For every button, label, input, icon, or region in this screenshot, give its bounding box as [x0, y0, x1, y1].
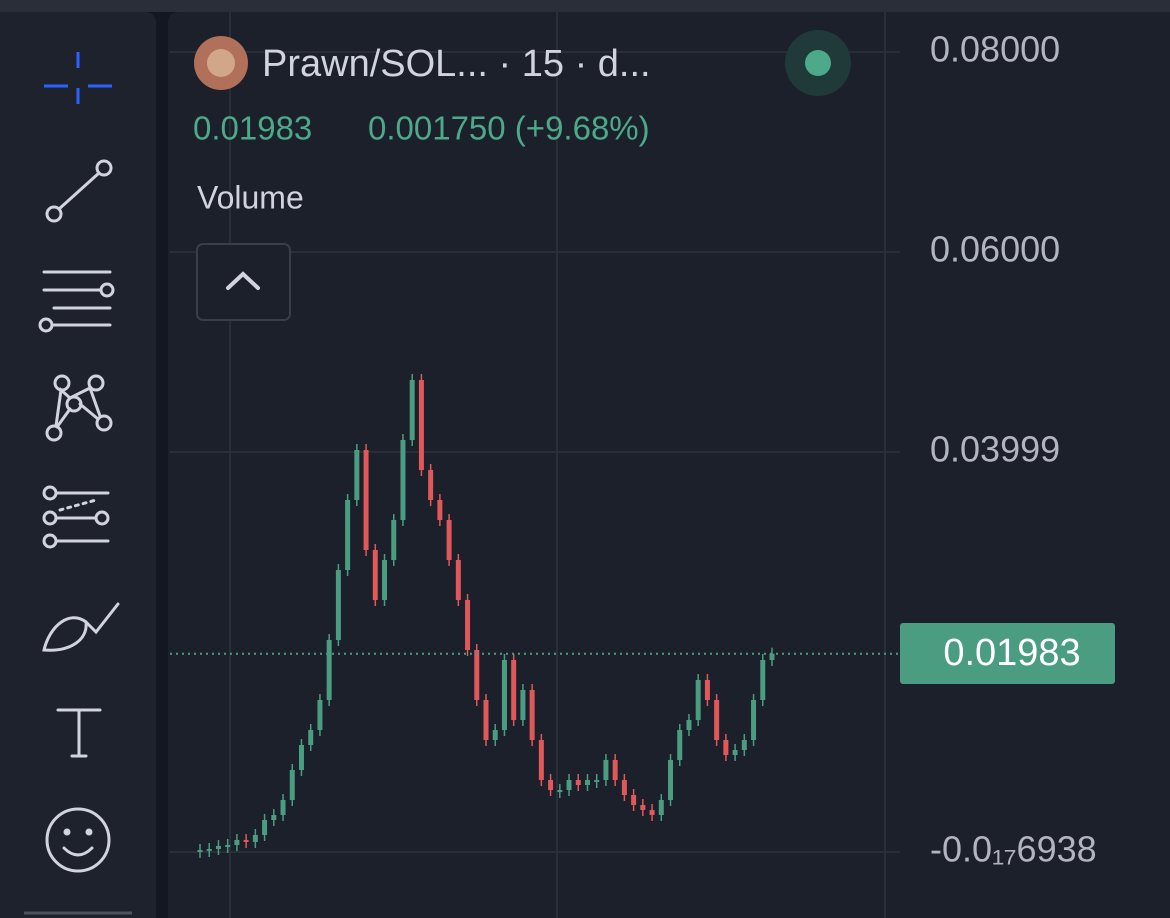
candle — [714, 700, 720, 740]
candle — [326, 640, 332, 700]
fib-tool[interactable] — [42, 485, 110, 549]
candle — [501, 660, 507, 730]
candle — [354, 450, 360, 500]
candle — [308, 730, 314, 745]
candle — [345, 500, 351, 570]
candle — [677, 730, 683, 760]
candle — [474, 650, 480, 700]
chevron-up — [226, 271, 260, 290]
candle — [704, 680, 710, 700]
top-strip — [0, 0, 1170, 12]
candle — [400, 440, 406, 520]
candle — [382, 560, 388, 600]
y-tick-label: -0.0₁₇6938 — [930, 829, 1097, 870]
candle — [594, 780, 600, 782]
plot — [170, 51, 900, 858]
crosshair-tool[interactable] — [44, 52, 112, 104]
candle — [603, 760, 609, 780]
candle — [566, 780, 572, 790]
y-tick-label: 0.03999 — [930, 429, 1060, 470]
candle — [612, 760, 618, 780]
trend-line-tool[interactable] — [45, 159, 113, 223]
candle — [649, 810, 655, 815]
candle — [418, 380, 424, 470]
candle — [492, 730, 498, 740]
candle — [760, 660, 766, 700]
candle — [732, 750, 738, 755]
candle — [769, 653, 775, 660]
price-change: 0.001750 (+9.68%) — [368, 110, 650, 147]
candle — [465, 600, 471, 650]
emoji-tool[interactable] — [45, 807, 111, 873]
candle — [197, 850, 203, 852]
pattern-tool[interactable] — [45, 374, 113, 442]
candle — [723, 740, 729, 755]
candle — [317, 700, 323, 730]
candle — [372, 550, 378, 600]
symbol-title[interactable]: Prawn/SOL... · 15 · d... — [262, 43, 651, 85]
avatar-detail — [207, 49, 235, 77]
collapse-button[interactable] — [196, 243, 291, 321]
candle — [262, 820, 268, 835]
last-price: 0.01983 — [193, 110, 312, 147]
brush-tool[interactable] — [42, 602, 120, 652]
candle — [557, 790, 563, 792]
text-tool[interactable] — [56, 708, 102, 758]
candle — [289, 770, 295, 800]
candle — [511, 660, 517, 720]
candle — [437, 500, 443, 520]
candle — [631, 795, 637, 805]
candle — [234, 840, 240, 845]
indicator-label: Volume — [197, 179, 304, 215]
price-tag — [900, 623, 1115, 684]
candle — [741, 740, 747, 750]
candle — [751, 700, 757, 740]
candle — [206, 849, 212, 851]
status-dot — [805, 50, 831, 76]
candle — [538, 740, 544, 780]
candle — [335, 570, 341, 640]
candle — [280, 800, 286, 815]
candle — [640, 805, 646, 810]
candle — [271, 815, 277, 820]
price-tag-label: 0.01983 — [943, 632, 1080, 674]
candle — [529, 690, 535, 740]
toolbar — [0, 12, 156, 918]
y-tick-label: 0.08000 — [930, 29, 1060, 70]
candle — [658, 800, 664, 815]
lines-tool[interactable] — [38, 270, 115, 333]
candle — [391, 520, 397, 560]
candle — [446, 520, 452, 560]
candle — [520, 690, 526, 720]
candle — [548, 780, 554, 790]
candle — [686, 720, 692, 730]
candle — [225, 845, 231, 847]
candle — [584, 780, 590, 785]
candle — [455, 560, 461, 600]
candle — [668, 760, 674, 800]
candle — [621, 780, 627, 795]
candle — [409, 380, 415, 440]
candle — [215, 846, 221, 849]
candle — [695, 680, 701, 720]
candle — [363, 450, 369, 550]
chart-panel — [168, 12, 1170, 918]
candle — [252, 835, 258, 842]
candle — [483, 700, 489, 740]
candle — [428, 470, 434, 500]
candle — [575, 780, 581, 785]
y-tick-label: 0.06000 — [930, 229, 1060, 270]
candle — [243, 840, 249, 842]
candle — [298, 745, 304, 770]
